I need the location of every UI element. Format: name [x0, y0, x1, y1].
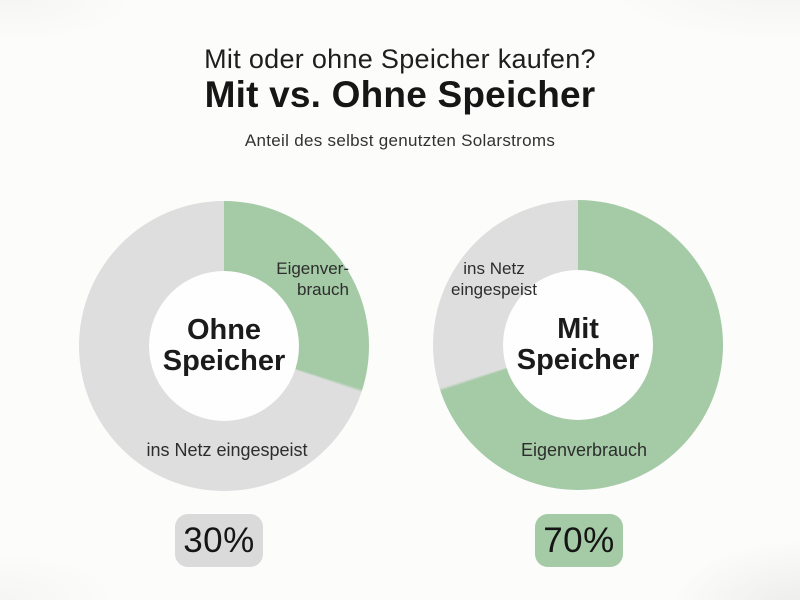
- subtitle: Anteil des selbst genutzten Solarstroms: [244, 131, 556, 150]
- slice-label-eigenverbrauch-mit: Eigenverbrauch: [520, 440, 648, 460]
- donut-chart-mit-speicher: Mit Speicher: [433, 200, 723, 490]
- page-title: Mit vs. Ohne Speicher: [204, 74, 596, 115]
- slice-label-ins-netz-mit: ins Netz eingespeist: [450, 259, 537, 299]
- slice-label-eigenverbrauch-ohne: Eigenver- brauch: [276, 259, 349, 299]
- donut-center-label-ohne: Ohne Speicher: [162, 314, 286, 377]
- donut-hole: Ohne Speicher: [149, 271, 299, 421]
- value-badge-ohne-speicher: 30%: [175, 514, 263, 567]
- donut-hole: Mit Speicher: [503, 270, 653, 420]
- donut-chart-ohne-speicher: Ohne Speicher: [79, 201, 369, 491]
- kicker-title: Mit oder ohne Speicher kaufen?: [204, 44, 596, 74]
- value-badge-mit-speicher: 70%: [535, 514, 623, 567]
- donut-center-label-mit: Mit Speicher: [516, 313, 640, 376]
- slice-label-ins-netz-ohne: ins Netz eingespeist: [146, 440, 308, 460]
